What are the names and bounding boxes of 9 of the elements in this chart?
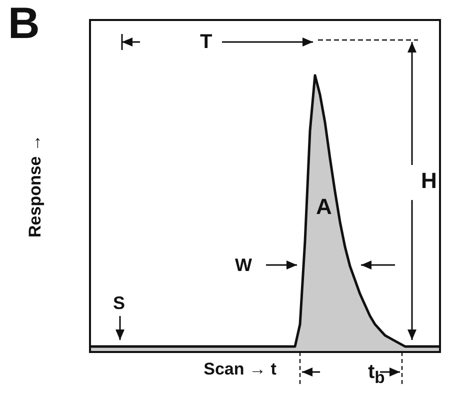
annotation: H — [421, 168, 437, 193]
annotation: A — [316, 194, 332, 219]
text: T — [200, 31, 212, 53]
annotation: W — [235, 255, 252, 275]
text: t$_{b}$ — [368, 361, 385, 387]
y-axis-title: Response → — [26, 134, 45, 238]
text: B — [8, 0, 40, 48]
annotation: S — [113, 293, 126, 313]
x-axis-title: Scan → t — [204, 360, 277, 379]
